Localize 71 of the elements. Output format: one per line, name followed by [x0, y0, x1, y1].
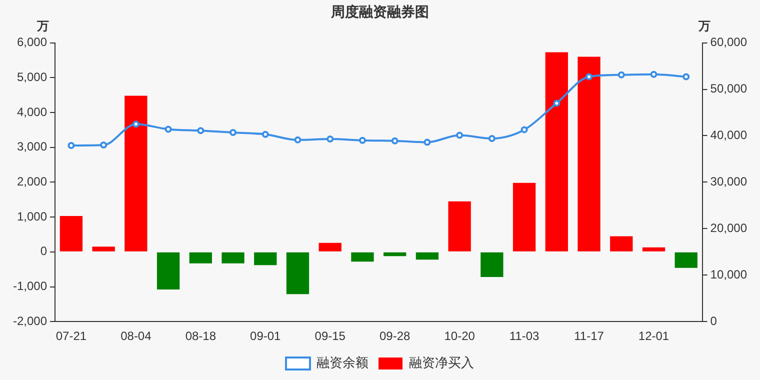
bar [222, 252, 244, 264]
point [424, 138, 431, 146]
x-tick-label: 09-28 [379, 329, 411, 344]
bar [448, 201, 471, 252]
y2-tick-label: 50,000 [710, 82, 748, 96]
point [164, 126, 172, 133]
bar [189, 252, 212, 264]
y2-tick-label: 40,000 [710, 128, 748, 142]
point [618, 71, 625, 78]
y-tick-label: 3,000 [16, 140, 48, 154]
point [520, 126, 528, 134]
point [294, 136, 302, 144]
x-tick-label: 09-01 [250, 329, 282, 344]
point [456, 132, 464, 139]
x-tick-label: 11-17 [574, 329, 604, 344]
bar [156, 252, 180, 290]
bar [480, 252, 504, 277]
chart-title: 周度融资融券图 [330, 3, 429, 20]
point [586, 73, 593, 80]
y-tick-label: -1,000 [12, 279, 48, 294]
bar [254, 252, 277, 266]
bar [674, 252, 698, 268]
bar [92, 246, 115, 252]
point [132, 120, 140, 128]
point [197, 127, 204, 134]
x-tick-label: 11-03 [509, 329, 540, 344]
point [358, 136, 366, 144]
y2-tick-label: 60,000 [710, 35, 748, 50]
bar [351, 252, 374, 262]
y-tick-label: 0 [40, 244, 48, 258]
y-tick-label: 6,000 [16, 35, 48, 50]
bar [512, 182, 536, 252]
y2-tick-label: 20,000 [710, 220, 748, 235]
x-tick-label: 07-21 [56, 329, 87, 344]
bar [610, 236, 633, 252]
y-tick-label: 2,000 [16, 174, 48, 189]
y2-tick-label: 0 [710, 314, 718, 328]
bar [60, 216, 83, 252]
bar [642, 247, 666, 252]
point [553, 100, 560, 107]
x-tick-label: 08-04 [120, 329, 152, 344]
y-tick-label: 1,000 [16, 209, 48, 224]
point [326, 135, 334, 142]
y-tick-label: -2,000 [12, 314, 48, 328]
point [68, 142, 75, 149]
point [391, 137, 398, 144]
point [100, 142, 108, 149]
bar [578, 56, 600, 252]
legend-label: 融资余额 [316, 355, 368, 370]
x-tick-label: 09-15 [314, 329, 346, 344]
x-tick-label: 12-01 [638, 329, 670, 344]
y2-tick-label: 30,000 [710, 174, 748, 189]
bar [545, 52, 568, 252]
point [488, 135, 496, 142]
bar [416, 252, 439, 260]
x-tick-label: 10-20 [444, 329, 476, 344]
y-axis-title: 万 [36, 19, 50, 34]
point [682, 73, 690, 80]
bar [124, 96, 148, 252]
y2-tick-label: 10,000 [710, 267, 748, 282]
y-tick-label: 5,000 [16, 70, 48, 84]
y2-axis-title: 万 [697, 19, 710, 34]
point [230, 128, 237, 136]
y-tick-label: 4,000 [16, 104, 48, 119]
point [262, 130, 269, 138]
bar [286, 252, 310, 294]
legend-label: 融资净买入 [409, 355, 474, 370]
point [650, 70, 658, 78]
x-tick-label: 08-18 [185, 329, 216, 344]
bar [384, 252, 406, 256]
bar [318, 242, 342, 252]
